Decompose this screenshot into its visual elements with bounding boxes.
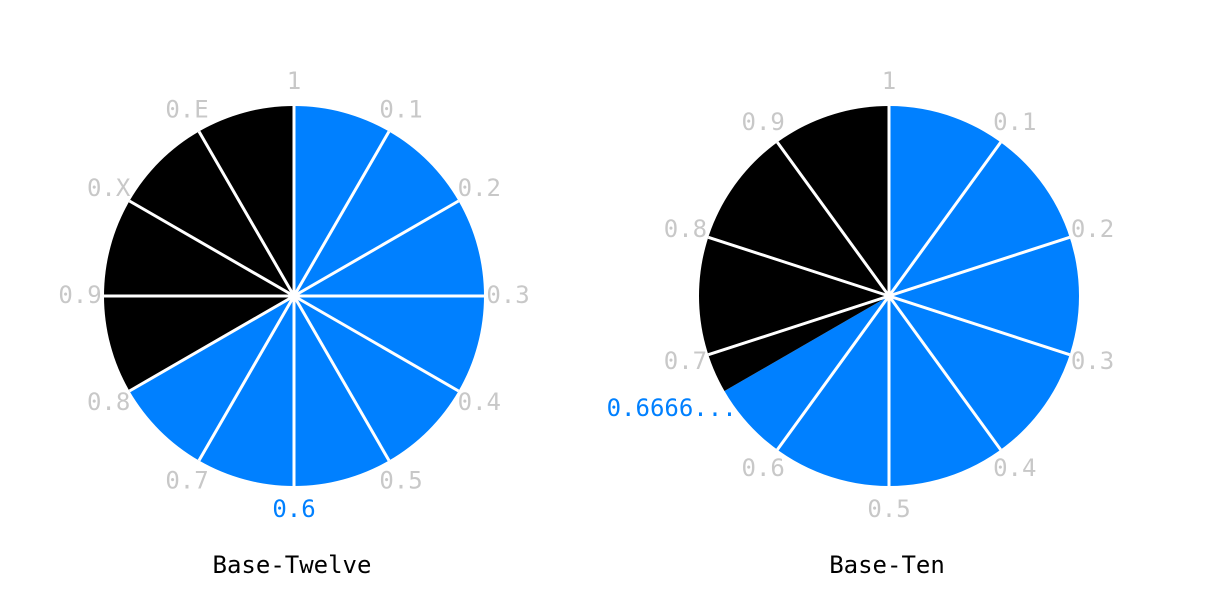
division-label: 1: [287, 67, 301, 95]
highlight-label: 0.6: [272, 495, 315, 523]
division-label: 0.8: [664, 215, 707, 243]
division-label: 0.9: [742, 108, 785, 136]
division-line: [292, 295, 391, 462]
division-label: 0.1: [993, 108, 1036, 136]
division-label: 0.2: [1071, 215, 1114, 243]
division-label: 0.7: [165, 466, 208, 494]
division-label: 0.7: [664, 347, 707, 375]
division-line: [128, 294, 295, 393]
division-label: 0.3: [486, 281, 529, 309]
empty-sector: [699, 106, 889, 391]
division-line: [888, 235, 1071, 298]
division-label: 0.5: [867, 495, 910, 523]
division-label: 0.X: [87, 174, 131, 202]
division-line: [888, 294, 1071, 357]
division-label: 0.1: [379, 96, 422, 124]
division-line: [292, 130, 391, 297]
division-label: 0.6: [742, 454, 785, 482]
division-line: [293, 294, 460, 393]
division-line: [887, 141, 1002, 297]
empty-sector: [103, 106, 294, 391]
division-line: [128, 199, 295, 298]
division-label: 1: [882, 67, 896, 95]
division-label: 0.2: [458, 174, 501, 202]
division-label: 0.8: [87, 388, 130, 416]
division-label: 0.3: [1071, 347, 1114, 375]
circle-title: Base-Twelve: [213, 551, 372, 579]
division-label: 0.E: [165, 96, 208, 124]
division-line: [293, 199, 460, 298]
division-line: [197, 130, 296, 297]
filled-sector: [724, 106, 1080, 486]
highlight-label: 0.6666...: [607, 394, 737, 422]
division-line: [776, 141, 891, 297]
division-label: 0.4: [458, 388, 501, 416]
division-line: [707, 294, 890, 357]
division-line: [887, 295, 1002, 451]
circle-title: Base-Ten: [829, 551, 945, 579]
division-label: 0.9: [58, 281, 101, 309]
division-line: [776, 295, 891, 451]
division-line: [197, 295, 296, 462]
division-label: 0.5: [379, 466, 422, 494]
division-label: 0.4: [993, 454, 1036, 482]
division-line: [707, 235, 890, 298]
